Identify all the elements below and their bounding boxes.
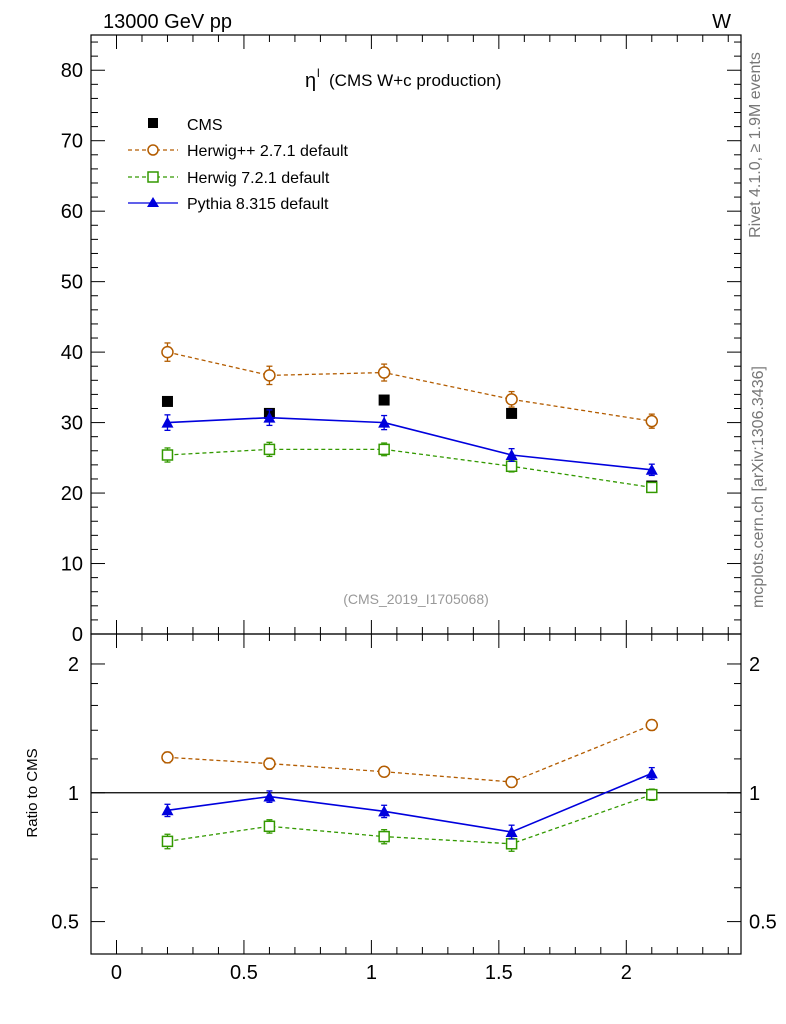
main-line-herwig7: [167, 448, 652, 489]
ratio-point-herwig_pp: [377, 765, 391, 778]
ratio-point-herwig7: [378, 830, 390, 843]
main-point-pythia: [645, 463, 658, 475]
legend: CMS Herwig++ 2.7.1 default Herwig 7.2.1 …: [128, 117, 349, 213]
legend-label-pythia: Pythia 8.315 default: [187, 196, 329, 213]
ratio-point-herwig_pp: [505, 775, 518, 789]
legend-marker-cms: [148, 118, 158, 128]
legend-entry-cms: CMS: [148, 117, 223, 134]
legend-marker-herwig-pp: [147, 144, 159, 156]
x-tick-label: 1: [366, 962, 377, 984]
ratio-series: [161, 718, 659, 852]
ratio-y-tick-label-right: 0.5: [749, 912, 777, 934]
y-tick-label: 40: [61, 342, 83, 364]
y-tick-label: 60: [61, 201, 83, 223]
main-point-pythia: [505, 449, 518, 461]
main-point-herwig_pp: [263, 369, 276, 382]
main-point-cms: [161, 395, 173, 407]
ratio-point-herwig_pp: [161, 751, 174, 764]
ratio-point-herwig7: [263, 820, 276, 833]
header-process-label: W: [712, 11, 731, 33]
ratio-y-tick-label: 0.5: [51, 912, 79, 934]
rivet-version-label: Rivet 4.1.0, ≥ 1.9M events: [747, 52, 764, 238]
main-series-herwig7: [161, 441, 658, 494]
y-tick-label: 30: [61, 413, 83, 435]
legend-label-herwig-pp: Herwig++ 2.7.1 default: [187, 143, 349, 160]
main-point-herwig_pp: [161, 345, 174, 359]
main-point-herwig7: [646, 481, 658, 494]
x-tick-label: 1.5: [485, 962, 513, 984]
y-tick-label: 20: [61, 483, 83, 505]
y-tick-label: 50: [61, 272, 83, 294]
ratio-y-tick-label-right: 2: [749, 654, 760, 676]
chart-title-eta: η: [305, 70, 316, 92]
ratio-line-pythia: [167, 772, 653, 833]
main-series-pythia: [161, 409, 658, 477]
ratio-line-herwig_pp: [167, 724, 653, 783]
y-tick-label: 10: [61, 554, 83, 576]
ratio-axis-ticks: 0.5 0.5 1 1 2 2 0 0.5 1 1.5 2: [51, 634, 777, 984]
main-panel: 0 10 20 30 40 50 60 70 80 η l (CMS W+c productio…: [61, 34, 742, 646]
header-energy-label: 13000 GeV pp: [103, 11, 232, 33]
main-axis-ticks: 0 10 20 30 40 50 60 70 80: [61, 35, 741, 646]
ratio-y-tick-label: 1: [68, 783, 79, 805]
legend-marker-herwig7: [147, 171, 159, 183]
ratio-panel-frame: [90, 633, 742, 955]
main-series: [161, 342, 659, 494]
legend-label-herwig7: Herwig 7.2.1 default: [187, 170, 330, 187]
main-point-herwig7: [161, 449, 174, 461]
main-point-pythia: [161, 416, 174, 428]
legend-entry-herwig-pp: Herwig++ 2.7.1 default: [128, 143, 349, 160]
main-line-herwig_pp: [167, 351, 652, 422]
chart-title-rest: (CMS W+c production): [329, 71, 501, 90]
main-point-herwig_pp: [645, 414, 659, 428]
ratio-point-herwig_pp: [645, 718, 659, 732]
ratio-line-herwig7: [167, 794, 652, 845]
ratio-panel: 0.5 0.5 1 1 2 2 0 0.5 1 1.5 2 Ratio to CMS: [24, 633, 777, 984]
legend-entry-pythia: Pythia 8.315 default: [128, 196, 329, 213]
ratio-point-pythia: [378, 805, 391, 817]
ratio-series-herwig_pp: [161, 718, 659, 789]
ratio-point-herwig7: [161, 835, 174, 848]
ratio-series-pythia: [161, 766, 658, 840]
main-line-pythia: [167, 416, 652, 471]
main-point-cms: [378, 394, 390, 406]
main-point-herwig_pp: [505, 393, 518, 406]
legend-entry-herwig7: Herwig 7.2.1 default: [128, 170, 330, 187]
ratio-point-pythia: [161, 804, 174, 816]
main-point-herwig7: [263, 443, 276, 456]
ratio-y-tick-label: 2: [68, 654, 79, 676]
main-series-cms: [161, 394, 658, 492]
ratio-axis-label: Ratio to CMS: [24, 748, 41, 837]
main-point-herwig7: [505, 460, 518, 473]
main-point-cms: [506, 407, 518, 419]
main-point-herwig7: [378, 443, 390, 456]
y-tick-label: 80: [61, 60, 83, 82]
main-point-pythia: [378, 416, 391, 428]
ratio-point-pythia: [505, 825, 518, 837]
ratio-point-herwig7: [646, 788, 658, 801]
ratio-point-pythia: [645, 767, 658, 779]
chart-title-superscript: l: [317, 66, 320, 80]
legend-label-cms: CMS: [187, 117, 223, 134]
ratio-point-pythia: [263, 790, 276, 802]
x-tick-label: 0: [111, 962, 122, 984]
y-tick-label: 0: [72, 624, 83, 646]
y-tick-label: 70: [61, 131, 83, 153]
source-label: mcplots.cern.ch [arXiv:1306.3436]: [750, 366, 767, 608]
x-tick-label: 2: [621, 962, 632, 984]
ratio-series-herwig7: [161, 788, 658, 852]
main-point-herwig_pp: [377, 366, 391, 379]
ratio-point-herwig7: [505, 838, 518, 850]
main-series-herwig_pp: [161, 342, 659, 429]
ratio-y-tick-label-right: 1: [749, 783, 760, 805]
main-point-pythia: [263, 411, 276, 423]
legend-marker-pythia: [147, 197, 159, 207]
x-tick-label: 0.5: [230, 962, 258, 984]
analysis-id-label: (CMS_2019_I1705068): [343, 591, 489, 607]
ratio-point-herwig_pp: [263, 757, 276, 770]
